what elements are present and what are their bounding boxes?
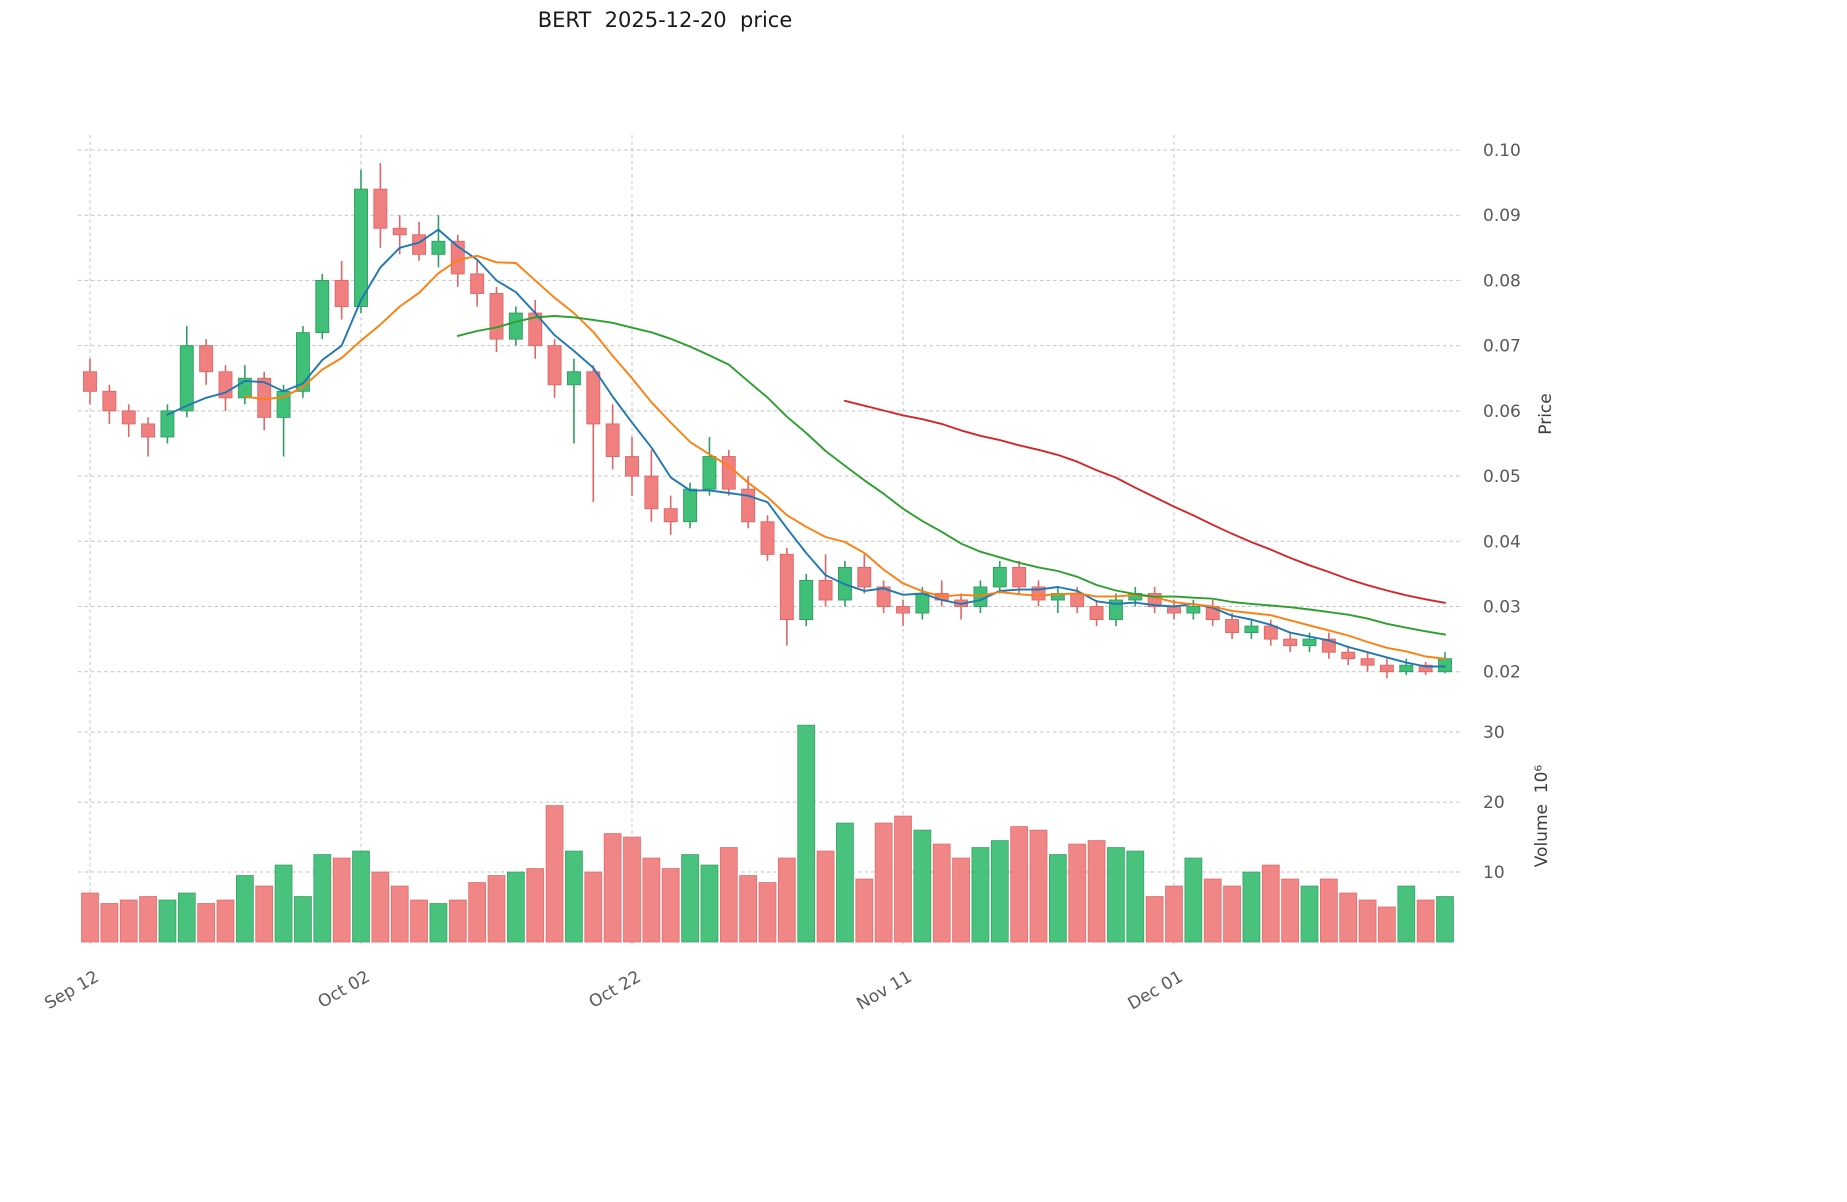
svg-text:0.09: 0.09 xyxy=(1483,206,1521,226)
svg-text:0.04: 0.04 xyxy=(1483,532,1521,552)
gridlines xyxy=(78,135,1462,945)
volume-tick-labels: 10 20 30 xyxy=(1483,723,1505,883)
x-tick-labels: Sep 12 Oct 02 Oct 22 Nov 11 Dec 01 xyxy=(41,967,1186,1014)
svg-text:Dec 01: Dec 01 xyxy=(1125,967,1187,1014)
price-tick-labels: 0.02 0.03 0.04 0.05 0.06 0.07 0.08 0.09 0.10 xyxy=(1483,141,1521,683)
svg-text:0.07: 0.07 xyxy=(1483,337,1521,357)
ma-line-5 xyxy=(166,228,1446,668)
ma-line-40 xyxy=(843,399,1446,604)
ma-line-20 xyxy=(456,315,1446,636)
ma-line-9 xyxy=(243,254,1446,660)
svg-text:10: 10 xyxy=(1483,863,1505,883)
svg-text:0.08: 0.08 xyxy=(1483,271,1521,291)
svg-text:0.06: 0.06 xyxy=(1483,402,1521,422)
svg-text:0.02: 0.02 xyxy=(1483,663,1521,683)
svg-text:20: 20 xyxy=(1483,793,1505,813)
svg-text:0.03: 0.03 xyxy=(1483,598,1521,618)
volume-bars xyxy=(81,724,1454,943)
candles xyxy=(83,163,1452,679)
svg-text:0.10: 0.10 xyxy=(1483,141,1521,161)
chart-title: BERT 2025-12-20 price xyxy=(537,8,793,32)
svg-text:30: 30 xyxy=(1483,723,1505,743)
svg-text:Oct 02: Oct 02 xyxy=(315,967,374,1013)
svg-text:Nov 11: Nov 11 xyxy=(853,967,915,1014)
svg-text:Oct 22: Oct 22 xyxy=(586,967,645,1013)
svg-text:Sep 12: Sep 12 xyxy=(41,967,102,1014)
svg-text:0.05: 0.05 xyxy=(1483,467,1521,487)
